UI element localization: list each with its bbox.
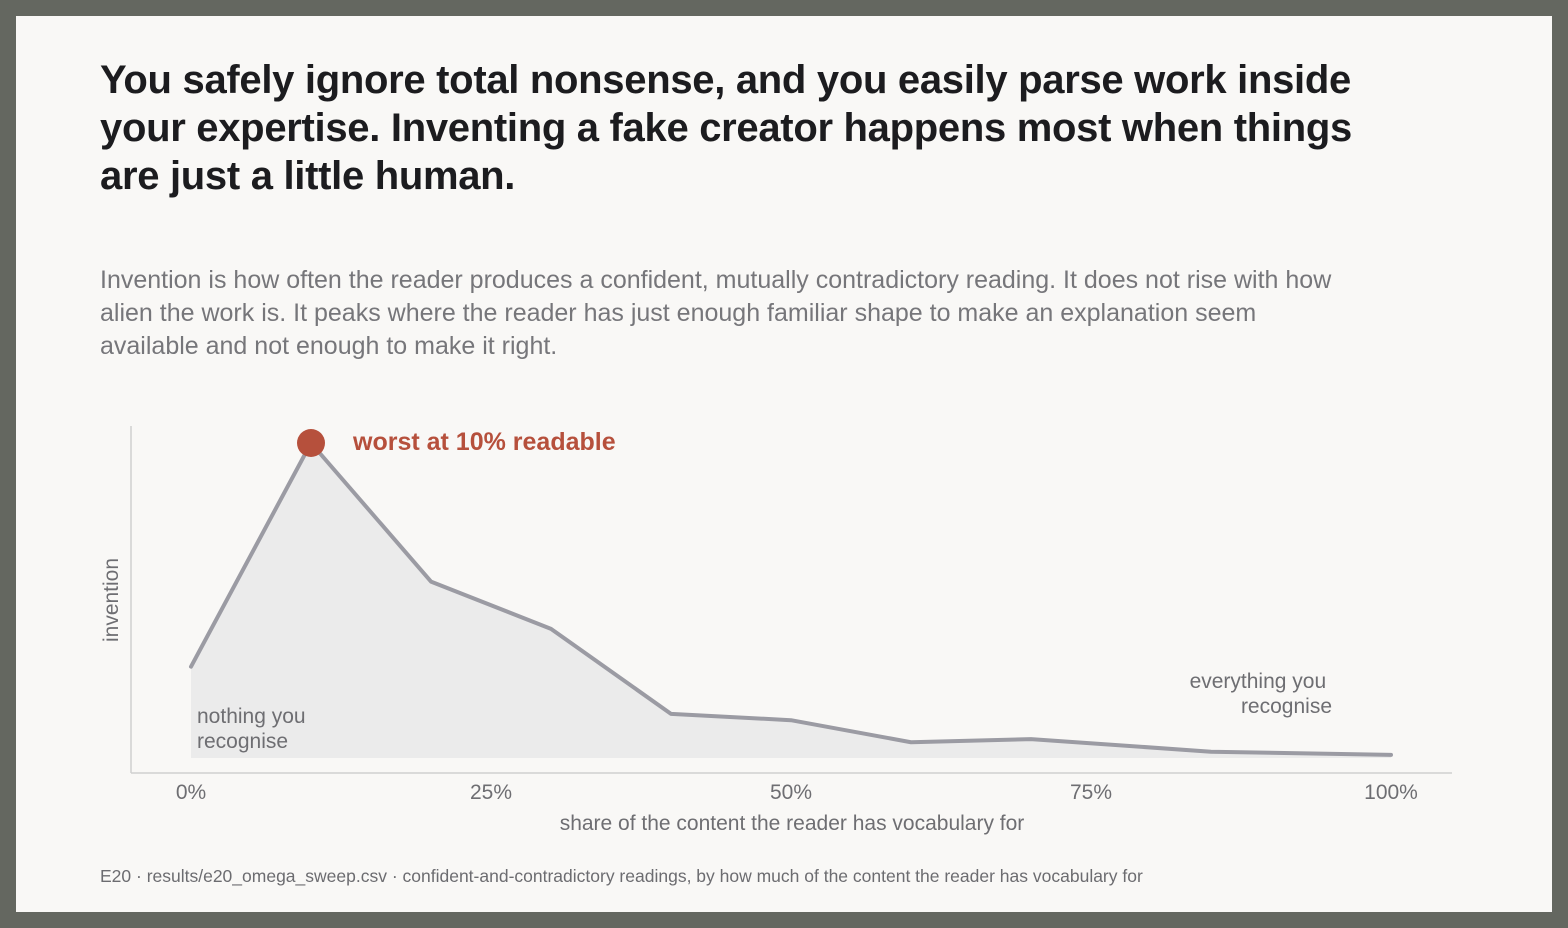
source-footnote: E20 · results/e20_omega_sweep.csv · conf… [100, 866, 1143, 886]
peak-label: worst at 10% readable [352, 428, 616, 456]
x-tick-labels: 0% 25% 50% 75% 100% [176, 781, 1418, 804]
chart-card: You safely ignore total nonsense, and yo… [16, 16, 1552, 912]
invention-area-chart: 0% 25% 50% 75% 100% share of the content the… [100, 426, 1452, 835]
annotation-right-line-2: recognise [1241, 695, 1332, 718]
annotation-left-line-2: recognise [197, 730, 288, 753]
annotation-right-line-1: everything you [1190, 670, 1327, 693]
x-tick-label: 50% [770, 781, 812, 804]
peak-marker [297, 429, 325, 457]
area-fill [191, 443, 1391, 758]
x-tick-label: 75% [1070, 781, 1112, 804]
subhead: Invention is how often the reader produc… [100, 266, 1332, 360]
series-line [189, 441, 1393, 757]
x-tick-label: 0% [176, 781, 206, 804]
x-tick-label: 25% [470, 781, 512, 804]
headline: You safely ignore total nonsense, and yo… [100, 58, 1352, 198]
annotation-nothing-you-recognise: nothing you recognise [197, 705, 311, 753]
annotation-left-line-1: nothing you [197, 705, 306, 728]
annotation-everything-you-recognise: everything you recognise [1190, 670, 1332, 718]
x-axis-label: share of the content the reader has voca… [560, 812, 1025, 835]
y-axis-label: invention [100, 558, 123, 642]
x-tick-label: 100% [1364, 781, 1418, 804]
